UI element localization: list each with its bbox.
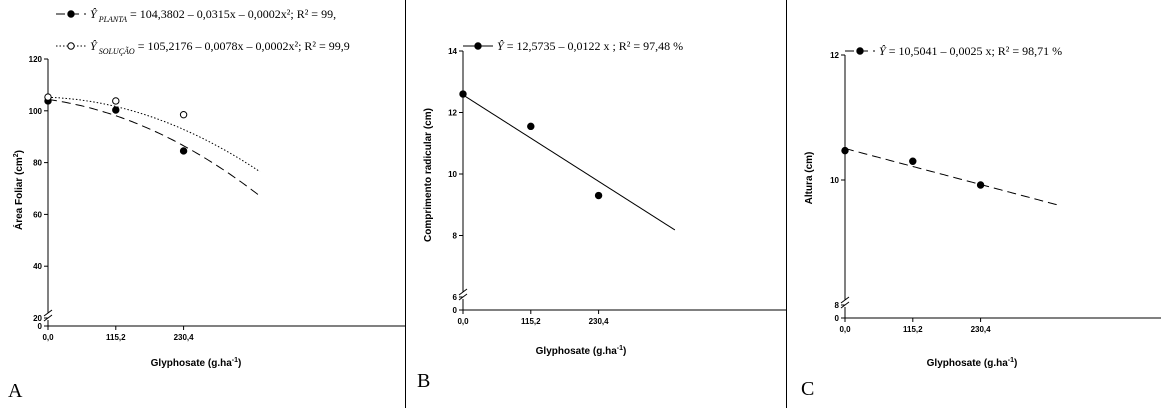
x-axis-label: Glyphosate (g.ha-1) bbox=[151, 357, 242, 369]
axis-break-mark bbox=[43, 309, 53, 317]
data-point bbox=[179, 110, 188, 119]
data-point bbox=[527, 122, 535, 131]
legend-equation: Ŷ SOLUÇÃO = 105,2176 – 0,0078x – 0,0002x… bbox=[90, 39, 350, 56]
y-axis-label: Área Foliar (cm2) bbox=[12, 150, 25, 230]
axis-break-mark bbox=[458, 288, 468, 296]
y-axis-label-text: Altura (cm) bbox=[804, 152, 815, 205]
data-point bbox=[594, 191, 603, 200]
chart-b-svg: 0 6 8 10 12 14 0,0 115,2 230,4 Glyphosate (g.ha-1… bbox=[417, 39, 787, 392]
data-point bbox=[909, 157, 917, 165]
legend-y-hat: Ŷ bbox=[90, 7, 98, 21]
y-tick-label: 80 bbox=[33, 159, 42, 168]
y-tick-label: 0 bbox=[453, 306, 458, 315]
regression-line bbox=[47, 96, 261, 173]
x-axis-label-text: Glyphosate (g.ha bbox=[151, 358, 233, 369]
panel-letter: B bbox=[417, 370, 430, 392]
x-axis-label-end: ) bbox=[1014, 358, 1017, 369]
x-tick-label: 0,0 bbox=[839, 325, 851, 334]
y-axis-label-end: ) bbox=[14, 150, 25, 153]
y-axis-label: Comprimento radicular (cm) bbox=[423, 108, 434, 242]
legend-formula: = 104,3802 – 0,0315x – 0,0002x²; R² = 99… bbox=[127, 7, 336, 21]
x-axis-label-end: ) bbox=[623, 346, 626, 357]
legend-y-hat: Ŷ bbox=[497, 39, 505, 53]
x-tick-label: 115,2 bbox=[106, 333, 126, 342]
x-tick-label: 230,4 bbox=[589, 317, 610, 326]
data-point bbox=[112, 97, 120, 105]
x-axis-label-sup: -1 bbox=[232, 357, 238, 364]
x-axis-label-sup: -1 bbox=[1008, 357, 1014, 364]
x-tick-label: 0,0 bbox=[42, 333, 54, 342]
regression-line bbox=[462, 94, 676, 231]
y-tick-label: 12 bbox=[448, 109, 457, 118]
y-tick-label: 8 bbox=[835, 301, 840, 310]
y-axis-label-text: Comprimento radicular (cm) bbox=[423, 108, 434, 242]
panel-c: 0 8 10 12 0,0 115,2 230,4 Glyphosate (g.ha-1) Al… bbox=[787, 0, 1161, 408]
y-tick-label: 10 bbox=[448, 170, 457, 179]
data-point bbox=[841, 146, 849, 155]
legend-marker bbox=[67, 10, 75, 18]
legend-formula: = 12,5735 – 0,0122 x ; R² = 97,48 % bbox=[504, 39, 683, 53]
chart-c-svg: 0 8 10 12 0,0 115,2 230,4 Glyphosate (g.ha-1) Al… bbox=[801, 44, 1161, 400]
x-axis-label: Glyphosate (g.ha-1) bbox=[927, 357, 1018, 369]
chart-a-svg: 020 40 60 80 100 120 0,0 115,2 230,4 Glyphosate (… bbox=[8, 7, 406, 402]
legend-marker bbox=[67, 42, 75, 50]
data-point bbox=[976, 181, 985, 189]
y-tick-label: 60 bbox=[33, 210, 42, 219]
legend-y-hat: Ŷ bbox=[90, 39, 98, 53]
y-tick-label: 40 bbox=[33, 262, 42, 271]
y-tick-label: 6 bbox=[453, 293, 458, 302]
legend-marker bbox=[474, 42, 482, 50]
regression-line bbox=[844, 148, 1058, 206]
y-axis-label-text: Área Foliar (cm bbox=[12, 157, 25, 230]
legend-subscript: SOLUÇÃO bbox=[97, 47, 135, 56]
x-axis-label-sup: -1 bbox=[617, 345, 623, 352]
y-tick-label: 0 bbox=[38, 322, 43, 331]
legend-y-hat: Ŷ bbox=[879, 44, 887, 58]
legend-equation: Ŷ = 12,5735 – 0,0122 x ; R² = 97,48 % bbox=[497, 39, 683, 53]
axis-break-mark bbox=[840, 296, 850, 304]
y-tick-label: 0 bbox=[835, 314, 840, 323]
data-point bbox=[112, 106, 120, 114]
legend-formula: = 10,5041 – 0,0025 x; R² = 98,71 % bbox=[886, 44, 1062, 58]
regression-line bbox=[47, 99, 261, 197]
x-axis-label-text: Glyphosate (g.ha bbox=[927, 358, 1009, 369]
x-axis-label-end: ) bbox=[238, 358, 241, 369]
data-point bbox=[44, 93, 52, 101]
x-tick-label: 230,4 bbox=[971, 325, 992, 334]
panel-b: 0 6 8 10 12 14 0,0 115,2 230,4 Glyphosate (g.ha-1… bbox=[406, 0, 787, 408]
data-point bbox=[179, 147, 188, 155]
panel-a: 0 20 40 60 80 100 120 0,0 115,2 230,4 Glyphosate (… bbox=[0, 0, 406, 408]
y-axis-label: Altura (cm) bbox=[804, 152, 815, 205]
y-tick-label: 120 bbox=[29, 55, 43, 64]
x-axis-label-text: Glyphosate (g.ha bbox=[536, 346, 618, 357]
y-tick-label: 20 bbox=[33, 314, 42, 323]
y-tick-label: 12 bbox=[830, 51, 839, 60]
x-tick-label: 230,4 bbox=[174, 333, 195, 342]
data-point bbox=[459, 90, 467, 98]
x-axis-label: Glyphosate (g.ha-1) bbox=[536, 345, 627, 357]
legend-equation: Ŷ = 10,5041 – 0,0025 x; R² = 98,71 % bbox=[879, 44, 1062, 58]
panel-letter: A bbox=[8, 380, 23, 402]
legend-equation: Ŷ PLANTA = 104,3802 – 0,0315x – 0,0002x²… bbox=[90, 7, 336, 24]
y-tick-label: 14 bbox=[448, 47, 457, 56]
legend-subscript: PLANTA bbox=[97, 15, 127, 24]
x-tick-label: 115,2 bbox=[521, 317, 541, 326]
panel-letter: C bbox=[801, 378, 814, 400]
y-tick-label: 8 bbox=[453, 232, 458, 241]
y-tick-label: 10 bbox=[830, 176, 839, 185]
y-axis-label-sup: 2 bbox=[13, 153, 20, 157]
x-tick-label: 115,2 bbox=[903, 325, 923, 334]
legend-marker bbox=[856, 47, 864, 55]
y-tick-label: 100 bbox=[29, 107, 43, 116]
legend-formula: = 105,2176 – 0,0078x – 0,0002x²; R² = 99… bbox=[135, 39, 350, 53]
x-tick-label: 0,0 bbox=[457, 317, 469, 326]
